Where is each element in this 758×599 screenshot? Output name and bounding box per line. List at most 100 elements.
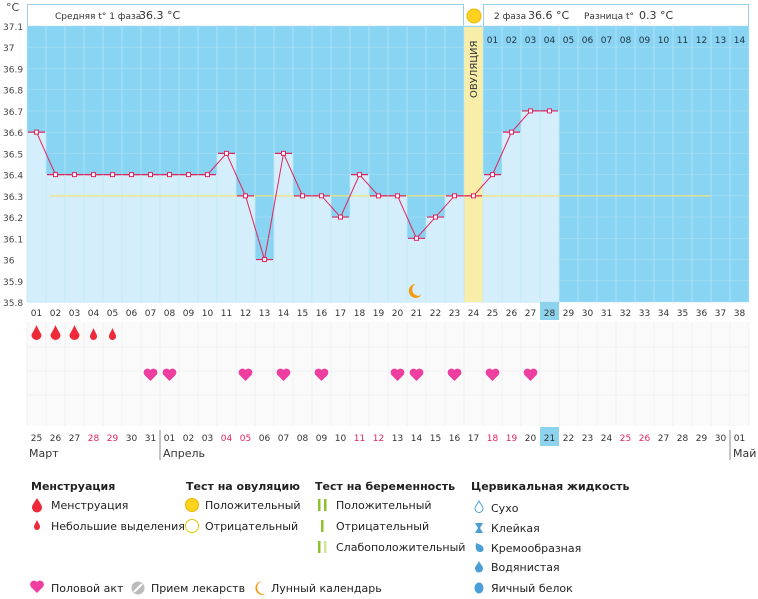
cycle-day-label: 14 <box>278 309 290 319</box>
cycle-day-label: 35 <box>677 309 688 319</box>
legend-intercourse: Половой акт <box>51 582 124 595</box>
y-tick-label: 36.7 <box>3 108 23 118</box>
ovulation-label: ОВУЛЯЦИЯ <box>469 41 480 99</box>
phase2-label: 2 фаза <box>494 12 526 22</box>
temperature-point <box>300 193 305 199</box>
date-label: 05 <box>240 434 251 444</box>
small-drop-icon <box>34 520 40 530</box>
y-tick-label: 35.9 <box>3 278 23 288</box>
moon-icon <box>408 284 422 298</box>
phase2-day-label: 03 <box>525 36 536 46</box>
phase2-day-label: 06 <box>582 36 594 46</box>
temperature-bar <box>235 195 256 303</box>
intercourse-heart <box>485 368 500 381</box>
temperature-point <box>509 129 514 135</box>
phase2-day-label: 08 <box>620 36 632 46</box>
temperature-point <box>338 214 343 220</box>
date-label: 10 <box>335 434 347 444</box>
cycle-day-label: 24 <box>468 309 480 319</box>
cycle-day-label: 10 <box>202 309 214 319</box>
date-label: 01 <box>164 434 175 444</box>
cycle-day-label: 19 <box>373 309 385 319</box>
temperature-bar <box>520 110 541 303</box>
cycle-day-label: 15 <box>297 309 308 319</box>
y-tick-label: 36.6 <box>3 129 23 139</box>
date-label: 19 <box>506 434 518 444</box>
temperature-point <box>319 193 324 199</box>
phase2-day-label: 09 <box>639 36 651 46</box>
cycle-day-label: 32 <box>620 309 631 319</box>
temperature-point <box>72 172 77 178</box>
phase2-value: 36.6 °C <box>528 9 569 22</box>
temperature-bar <box>501 131 522 303</box>
y-tick-label: 36.2 <box>3 214 23 224</box>
temperature-line <box>36 110 550 260</box>
date-label: 24 <box>601 434 613 444</box>
cycle-day-label: 03 <box>69 309 80 319</box>
date-label: 30 <box>715 434 727 444</box>
date-label: 21 <box>544 434 555 444</box>
phase1-value: 36.3 °C <box>139 9 180 22</box>
y-tick-label: 36.4 <box>3 172 23 182</box>
pregtest-negative-icon <box>321 520 324 532</box>
temperature-point <box>547 108 552 114</box>
plot-area: 37.1 37 36.9 36.8 36.7 36.6 36.5 36.4 36.3 36.2 36… <box>3 23 750 309</box>
menstruation-drop <box>69 325 80 340</box>
y-tick-label: 36.9 <box>3 65 23 75</box>
temperature-point <box>243 193 248 199</box>
date-label: 11 <box>354 434 365 444</box>
temperature-point <box>433 214 438 220</box>
temperature-point <box>205 172 210 178</box>
temperature-bar <box>292 195 313 303</box>
creamy-icon <box>475 543 484 552</box>
date-label: 04 <box>221 434 233 444</box>
y-tick-label: 36 <box>3 257 15 267</box>
phase1-label: Средняя t° 1 фаза <box>55 12 141 22</box>
temperature-point <box>452 193 457 199</box>
temperature-bar <box>254 259 275 303</box>
cycle-day-label: 04 <box>88 309 100 319</box>
legend-cervical-title: Цервикальная жидкость <box>471 480 629 493</box>
ovulation-column <box>464 27 483 302</box>
cycle-day-label: 27 <box>525 309 536 319</box>
cycle-day-label: 28 <box>544 309 556 319</box>
legend-cervical-creamy: Кремообразная <box>491 542 581 555</box>
temperature-bar <box>26 131 47 303</box>
unit-label: °C <box>6 1 20 14</box>
date-label: 28 <box>677 434 689 444</box>
date-label: 23 <box>582 434 593 444</box>
temperature-point <box>490 172 495 178</box>
date-label: 25 <box>620 434 631 444</box>
date-label: 27 <box>69 434 80 444</box>
temperature-bar <box>273 153 294 303</box>
date-label: 13 <box>392 434 403 444</box>
date-label: 16 <box>449 434 461 444</box>
temperature-point <box>34 129 39 135</box>
month-label: Май <box>733 447 756 460</box>
legend-cervical-watery: Водянистая <box>491 561 560 574</box>
temperature-bar <box>216 153 237 303</box>
legend-cervical-eggwhite: Яичный белок <box>491 582 573 595</box>
cycle-day-label: 11 <box>221 309 232 319</box>
date-label: 25 <box>31 434 42 444</box>
drop-icon <box>32 498 42 513</box>
temperature-point <box>167 172 172 178</box>
date-label: 03 <box>202 434 213 444</box>
phase2-day-label: 05 <box>563 36 574 46</box>
watery-icon <box>475 561 483 573</box>
temperature-bar <box>330 216 351 303</box>
pregtest-positive-icon-bar <box>324 499 327 511</box>
temperature-bar <box>121 174 142 303</box>
ovtest-positive-icon <box>185 498 199 512</box>
legend-medication: Прием лекарств <box>151 582 245 595</box>
cycle-day-label: 30 <box>582 309 594 319</box>
temperature-point <box>148 172 153 178</box>
cycle-day-label: 34 <box>658 309 670 319</box>
cycle-day-label: 01 <box>31 309 42 319</box>
cycle-day-label: 05 <box>107 309 118 319</box>
date-label: 09 <box>316 434 328 444</box>
pregtest-weak-icon-bar <box>324 541 327 553</box>
legend-cervical-sticky: Клейкая <box>491 522 540 535</box>
temperature-bar <box>45 174 66 303</box>
month-label: Апрель <box>163 447 205 460</box>
